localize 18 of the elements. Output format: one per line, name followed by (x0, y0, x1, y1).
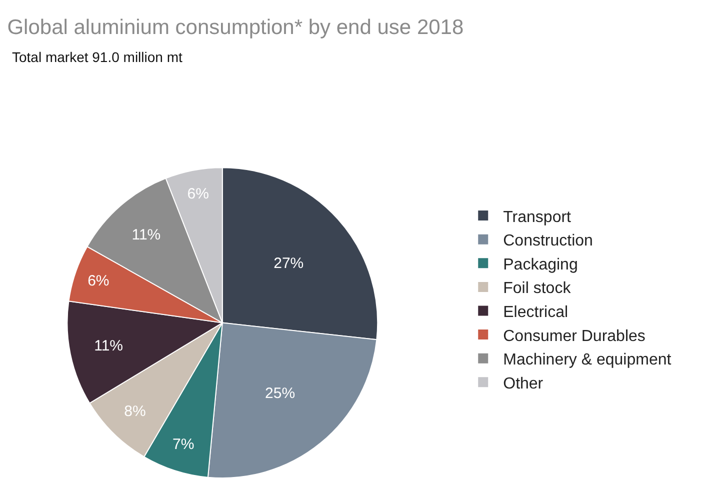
data-label: 25% (265, 384, 296, 402)
data-label: 27% (274, 254, 304, 272)
legend-label: Machinery & equipment (503, 352, 672, 369)
chart-subtitle: Total market 91.0 million mt (12, 49, 183, 65)
chart-title: Global aluminium consumption* by end use 2018 (7, 16, 464, 40)
data-label: 7% (172, 436, 194, 453)
legend-label: Transport (503, 208, 572, 226)
legend-label: Electrical (503, 304, 568, 321)
legend-label: Other (503, 375, 544, 392)
data-label: 6% (88, 272, 110, 290)
legend-label: Construction (503, 232, 593, 250)
data-label: 11% (132, 226, 161, 244)
legend-label: Foil stock (503, 280, 572, 298)
legend-label: Consumer Durables (503, 328, 646, 345)
data-label: 6% (187, 186, 209, 203)
data-label: 11% (94, 338, 124, 355)
legend-label: Packaging (503, 256, 578, 274)
data-label: 8% (124, 403, 146, 420)
